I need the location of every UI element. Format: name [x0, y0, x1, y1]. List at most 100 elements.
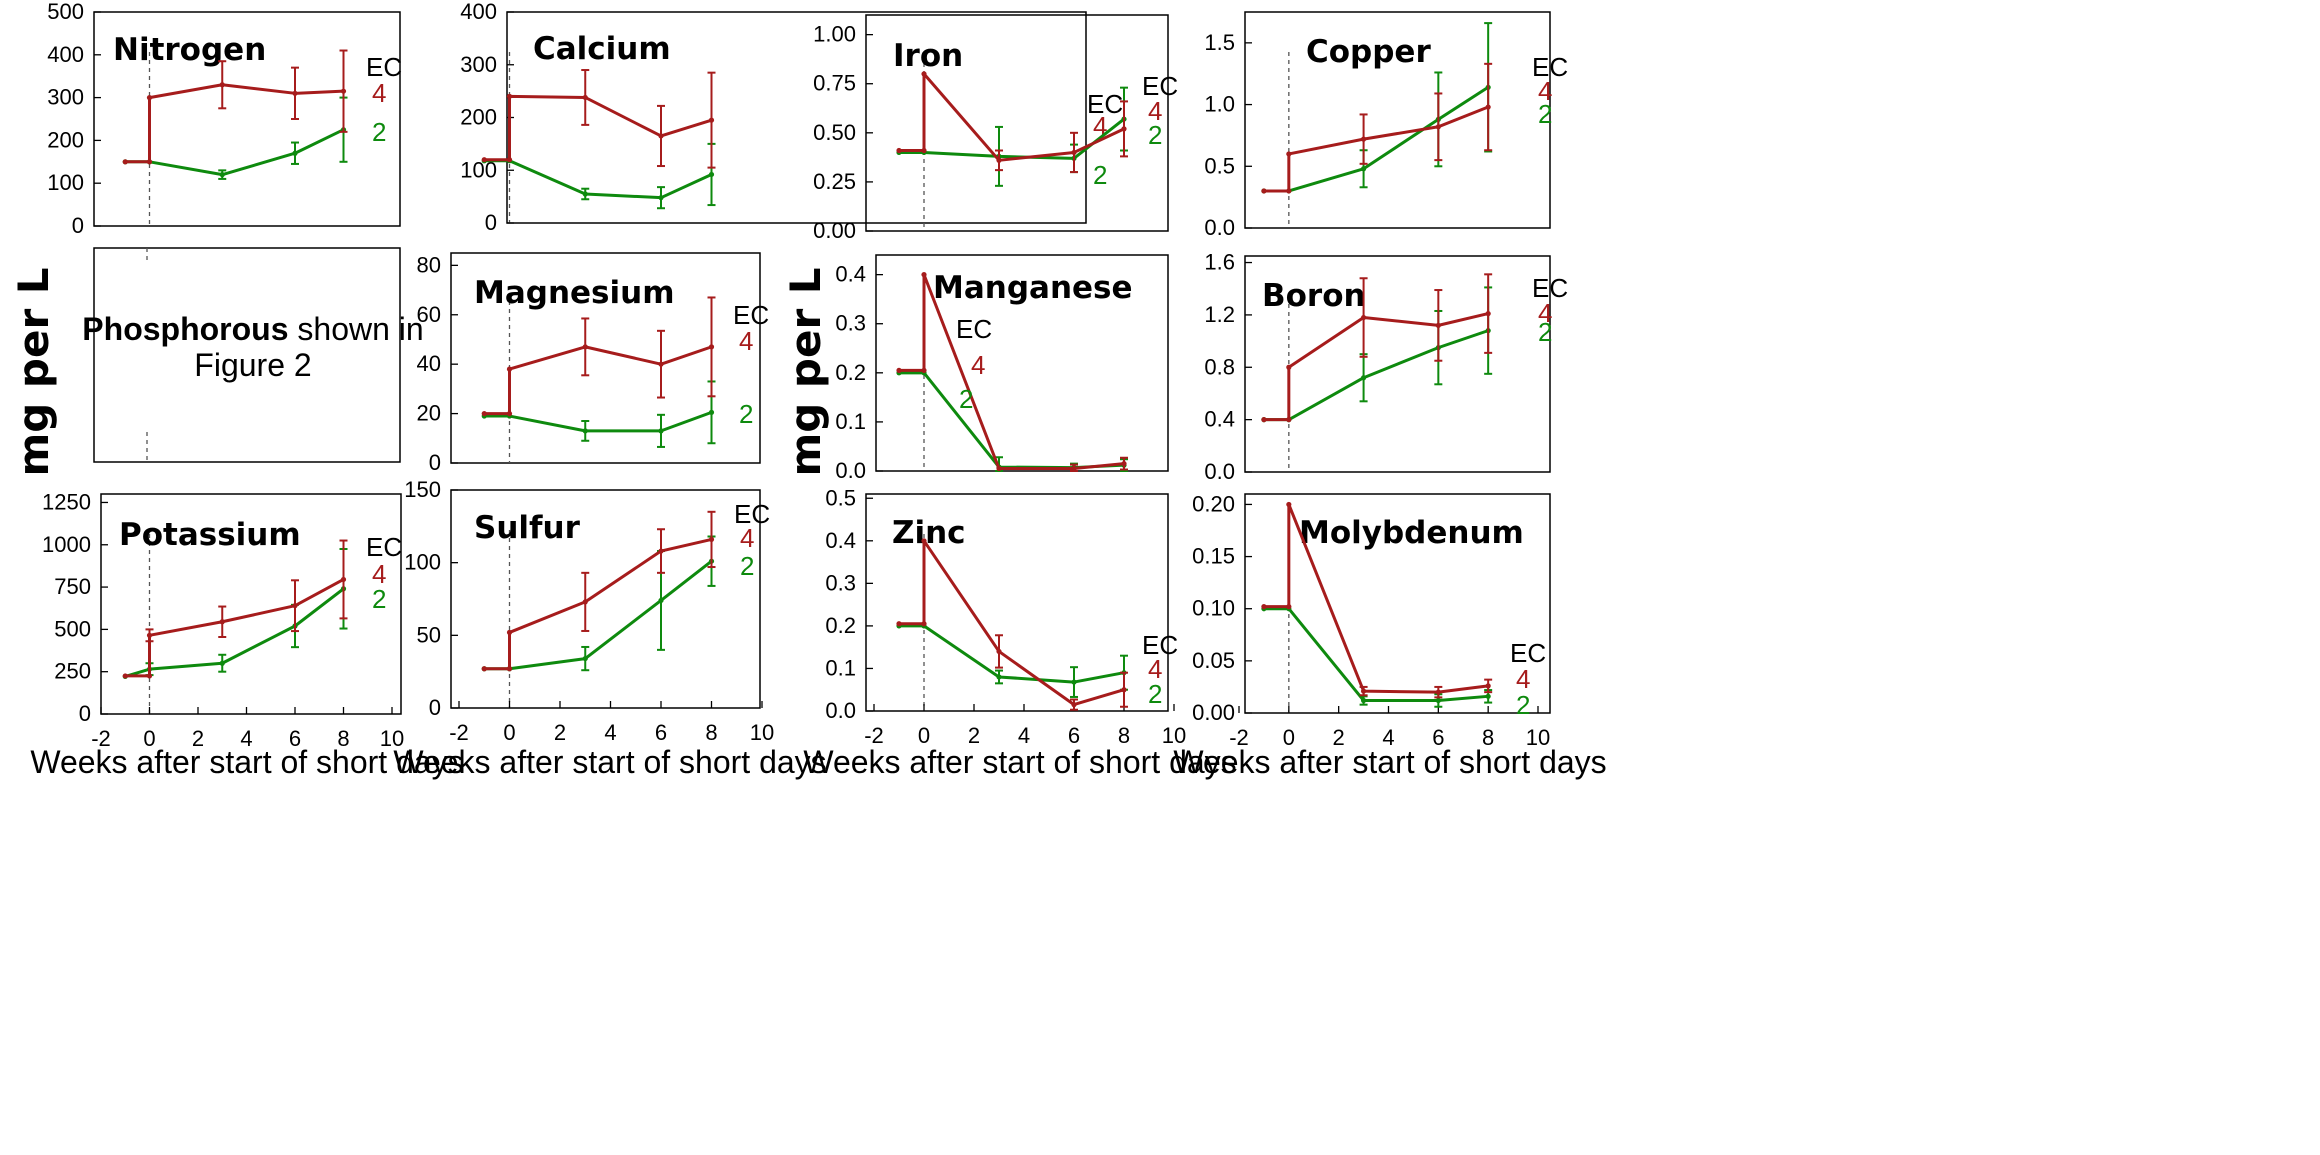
data-point: [582, 344, 588, 350]
data-point: [292, 603, 298, 609]
x-tick-label: 0: [503, 720, 515, 745]
y-tick-label: 0.2: [825, 613, 856, 638]
x-tick-label: 4: [1018, 723, 1030, 748]
y-tick-label: 0.0: [1204, 215, 1235, 240]
data-point: [1121, 687, 1127, 693]
phosphorous-note-line2: Figure 2: [194, 347, 311, 383]
series-line-ec2: [484, 410, 713, 433]
legend-ec2: 2: [372, 584, 386, 614]
data-point: [896, 367, 902, 373]
x-tick-label: 10: [1162, 723, 1186, 748]
panel-manganese: 0.0 0.1 0.2 0.3 0.4 Manganese EC 4 2: [835, 254, 1169, 483]
data-point: [122, 159, 128, 165]
data-point: [996, 674, 1002, 680]
legend-ec4: 4: [372, 78, 386, 108]
legend-ec2: 2: [1538, 99, 1552, 129]
data-point: [1071, 679, 1077, 685]
y-tick-label: 1.00: [813, 22, 856, 47]
data-point: [708, 344, 715, 350]
data-point: [1286, 188, 1292, 194]
data-point: [506, 93, 513, 99]
x-tick-label: 8: [337, 726, 349, 751]
legend-ec4: 4: [740, 523, 754, 553]
phosphorous-bold: Phosphorous: [82, 311, 288, 347]
data-point: [1286, 501, 1292, 508]
x-tick-label: 0: [918, 723, 930, 748]
y-tick-label: 750: [54, 574, 91, 599]
y-tick-label: 300: [47, 85, 84, 110]
x-tick-label: 2: [554, 720, 566, 745]
legend-ec2: 2: [739, 399, 753, 429]
y-tick-label: 0.00: [1192, 700, 1235, 725]
phosphorous-note-line1: Phosphorous shown in: [82, 311, 423, 347]
panel-title: Nitrogen: [113, 32, 266, 68]
y-tick-label: 0.0: [825, 698, 856, 723]
y-tick-label: 50: [417, 622, 441, 647]
y-tick-label: 1250: [42, 489, 91, 514]
data-point: [481, 410, 487, 417]
x-axis-label: Weeks after start of short days: [803, 744, 1236, 780]
series-line-ec4: [1263, 105, 1489, 193]
data-point: [708, 171, 715, 178]
y-tick-label: 1000: [42, 532, 91, 557]
data-point: [1435, 697, 1441, 704]
legend-ec2: 2: [1093, 160, 1107, 190]
legend-ec2: 2: [1148, 120, 1162, 150]
series-line-ec4: [1263, 502, 1489, 694]
y-tick-label: 0.3: [825, 570, 856, 595]
data-point: [896, 621, 902, 627]
x-tick-label: 6: [1432, 725, 1444, 750]
series-line-ec2: [899, 624, 1125, 684]
data-point: [1121, 126, 1127, 132]
y-tick-label: 1.5: [1204, 30, 1235, 55]
x-axis-label: Weeks after start of short days: [30, 744, 463, 780]
series-line-ec2: [1263, 86, 1489, 193]
data-point: [896, 147, 902, 154]
series-line-ec4: [484, 345, 712, 416]
series-line-ec4: [899, 539, 1125, 707]
y-tick-label: 200: [460, 105, 497, 130]
data-point: [996, 648, 1002, 655]
y-tick-label: 0.5: [1204, 153, 1235, 178]
data-point: [996, 465, 1002, 472]
x-tick-label: -2: [864, 723, 884, 748]
data-point: [921, 71, 927, 77]
data-point: [921, 147, 927, 154]
series-line-ec4: [899, 273, 1125, 471]
x-tick-label: 10: [750, 720, 774, 745]
x-tick-label: 10: [1526, 725, 1550, 750]
series-line-ec2: [1263, 329, 1489, 422]
x-tick-label: 4: [1382, 725, 1394, 750]
panel-title: Potassium: [119, 517, 301, 553]
x-axis-label: Weeks after start of short days: [1173, 744, 1606, 780]
plot-frame: [450, 489, 761, 709]
plot-frame: [1244, 11, 1551, 229]
data-point: [146, 673, 153, 679]
plot-frame: [450, 252, 761, 464]
data-point: [506, 666, 513, 672]
series-line-ec2: [899, 117, 1125, 160]
x-tick-label: -2: [1229, 725, 1249, 750]
y-tick-label: 1.6: [1204, 250, 1235, 275]
data-point: [1286, 604, 1292, 610]
data-point: [996, 157, 1002, 163]
y-tick-label: 0.1: [825, 655, 856, 680]
plot-frame: [100, 493, 402, 715]
legend-ec4: 4: [971, 350, 985, 380]
x-tick-label: 0: [1283, 725, 1295, 750]
legend-ec: EC: [1087, 89, 1123, 119]
y-axis-label-right: mg per L: [781, 267, 830, 476]
legend-ec: EC: [733, 300, 769, 330]
legend-ec4: 4: [372, 559, 386, 589]
data-point: [658, 133, 664, 139]
data-point: [1435, 124, 1441, 130]
x-tick-label: 10: [380, 726, 404, 751]
data-point: [708, 409, 715, 415]
panel-title: Molybdenum: [1299, 515, 1524, 551]
y-tick-label: 500: [54, 616, 91, 641]
x-axis-label: Weeks after start of short days: [393, 744, 826, 780]
x-tick-label: -2: [91, 726, 111, 751]
